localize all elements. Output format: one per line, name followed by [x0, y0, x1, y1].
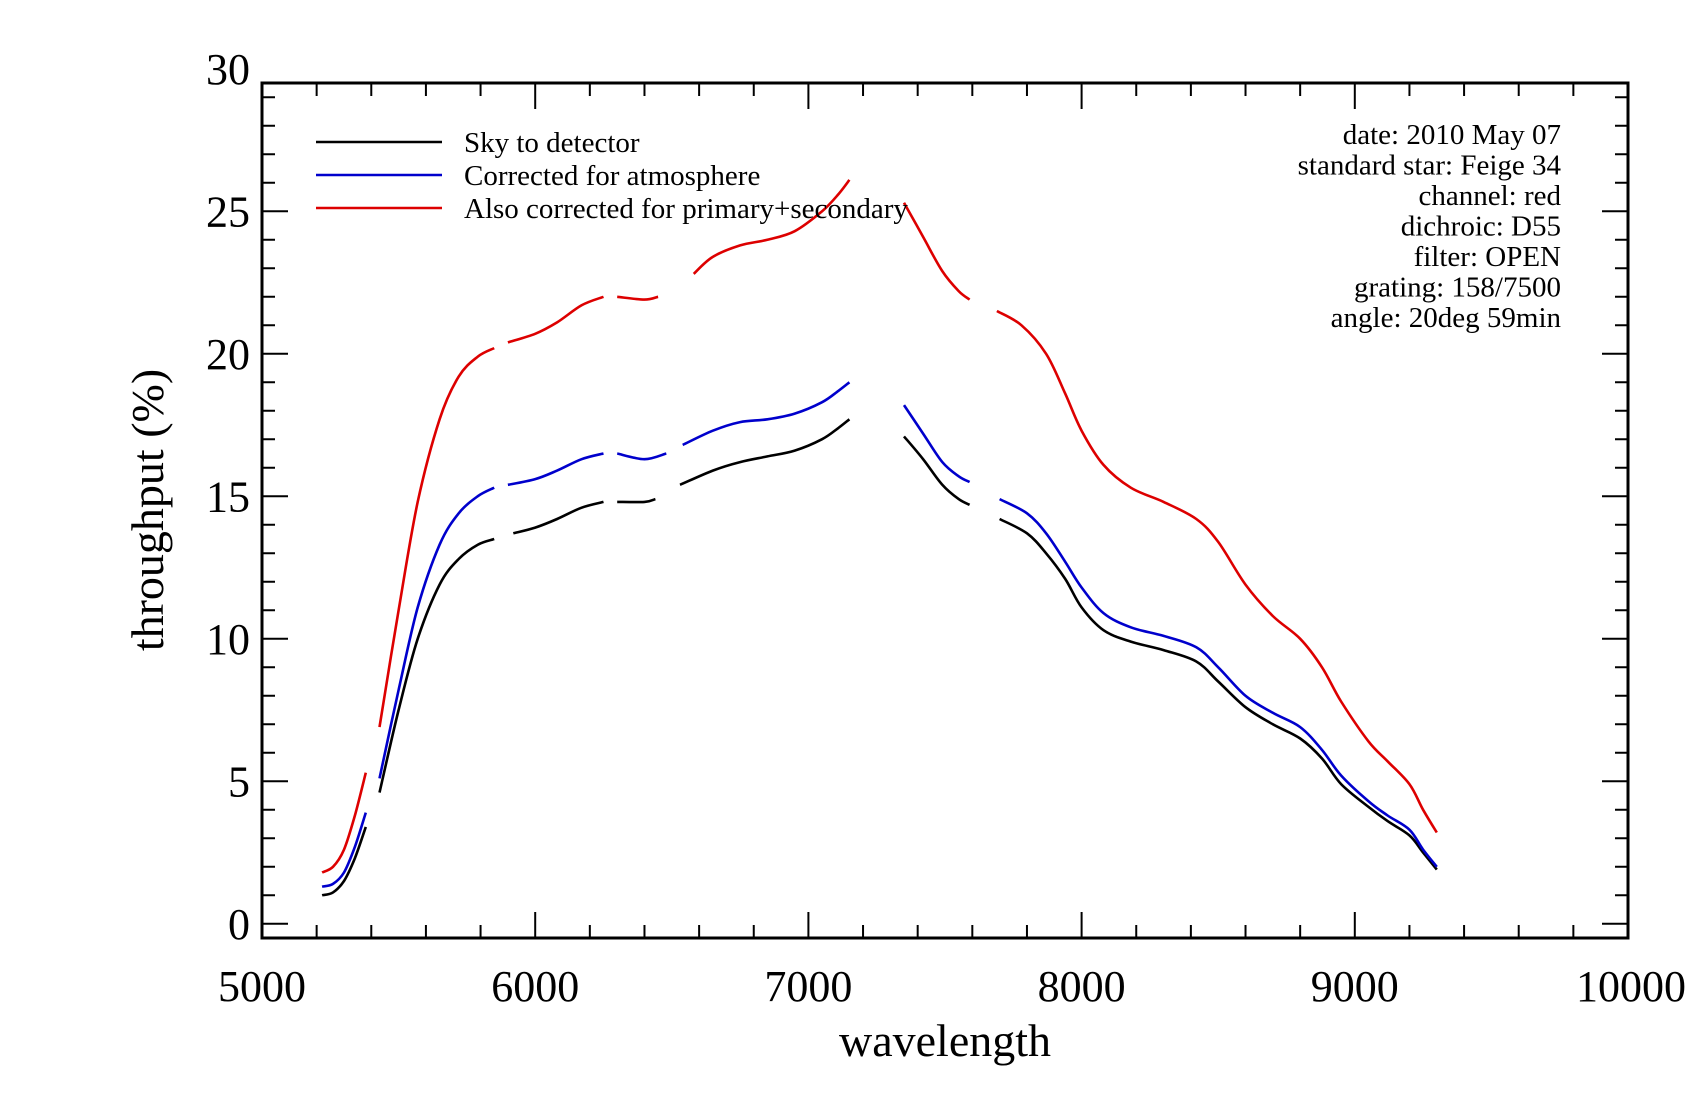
series-line-segment	[996, 309, 1438, 834]
x-tick-label: 8000	[1038, 962, 1126, 1011]
x-tick-label: 5000	[218, 962, 306, 1011]
series-line-segment	[616, 452, 667, 461]
info-line: standard star: Feige 34	[1298, 150, 1562, 182]
x-axis-ticks: 5000 6000 7000 8000 9000 10000	[218, 83, 1686, 1011]
series-line-segment	[321, 812, 368, 888]
series-line-segment	[679, 418, 851, 486]
info-line: dichroic: D55	[1401, 211, 1561, 243]
legend-label: Sky to detector	[464, 127, 640, 159]
y-tick-label: 10	[206, 615, 250, 664]
info-line: angle: 20deg 59min	[1331, 302, 1562, 334]
series-layer	[321, 179, 1438, 897]
series-line-segment	[903, 435, 971, 506]
series-line-segment	[998, 517, 1438, 871]
x-tick-label: 9000	[1311, 962, 1399, 1011]
series-line-segment	[617, 295, 659, 301]
series-line-segment	[692, 179, 851, 275]
y-tick-label: 25	[206, 187, 250, 236]
series-line-segment	[682, 381, 851, 447]
series-line-segment	[617, 497, 656, 504]
y-tick-label: 30	[206, 45, 250, 94]
legend-label: Corrected for atmosphere	[464, 160, 760, 192]
x-tick-label: 10000	[1576, 962, 1686, 1011]
x-tick-label: 6000	[491, 962, 579, 1011]
series-line-segment	[321, 772, 368, 874]
info-line: filter: OPEN	[1414, 241, 1561, 273]
y-tick-label: 0	[228, 900, 250, 949]
series-line-segment	[378, 486, 495, 779]
series-line-segment	[321, 826, 368, 897]
series-line-segment	[378, 537, 495, 793]
series-line-segment	[902, 202, 971, 301]
y-axis-ticks: 0 5 10 15 20 25 30	[206, 45, 1628, 949]
info-line: channel: red	[1418, 180, 1561, 212]
y-tick-label: 20	[206, 330, 250, 379]
x-tick-label: 7000	[764, 962, 852, 1011]
series-line-segment	[998, 497, 1438, 868]
y-tick-label: 15	[206, 472, 250, 521]
info-line: date: 2010 May 07	[1343, 119, 1561, 151]
series-line-segment	[902, 404, 971, 484]
series-line-segment	[378, 346, 495, 728]
y-axis-title: throughput (%)	[122, 369, 173, 651]
y-tick-label: 5	[228, 757, 250, 806]
series-line-segment	[507, 452, 604, 487]
series-line-segment	[507, 295, 604, 344]
plot-frame	[260, 81, 1630, 940]
legend-label: Also corrected for primary+secondary	[464, 193, 908, 225]
x-axis-title: wavelength	[839, 1015, 1051, 1066]
info-line: grating: 158/7500	[1354, 272, 1561, 304]
series-line-segment	[512, 500, 604, 535]
